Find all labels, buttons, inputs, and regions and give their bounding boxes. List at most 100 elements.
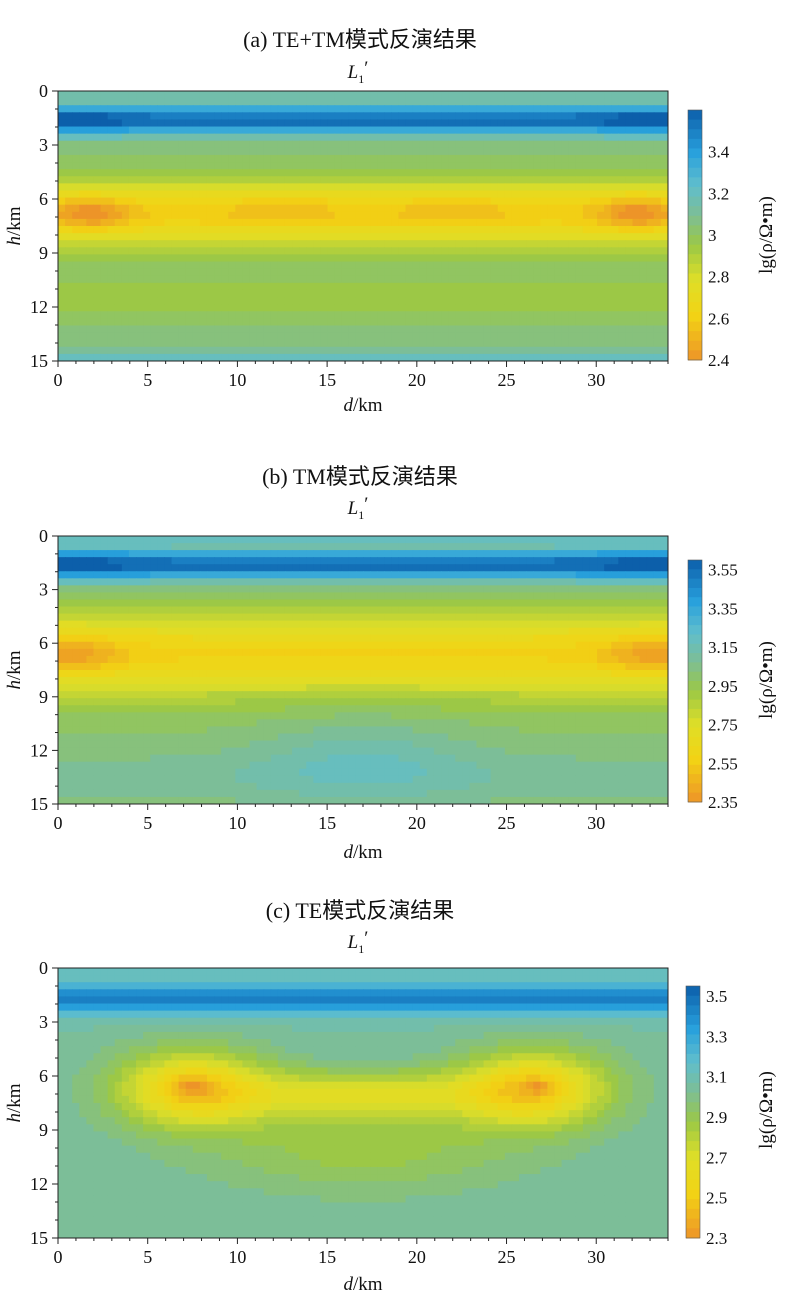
heatmap-cell [533, 311, 541, 319]
heatmap-cell [412, 564, 421, 572]
heatmap-cell [327, 543, 336, 551]
heatmap-cell [86, 247, 95, 256]
heatmap-cell [72, 578, 80, 586]
heatmap-cell [412, 592, 421, 601]
heatmap-cell [363, 197, 371, 206]
heatmap-cell [136, 353, 144, 361]
heatmap-cell [398, 585, 407, 594]
heatmap-cell [582, 311, 591, 319]
heatmap-cell [192, 627, 201, 636]
heatmap-cell [533, 275, 541, 284]
heatmap-cell [292, 98, 300, 106]
heatmap-cell [277, 592, 286, 601]
heatmap-cell [206, 112, 215, 121]
heatmap-cell [214, 557, 222, 565]
heatmap-cell [391, 325, 400, 334]
heatmap-cell [128, 133, 137, 142]
heatmap-cell [540, 620, 549, 629]
heatmap-cell [93, 254, 102, 263]
heatmap-cell [292, 275, 300, 284]
heatmap-cell [504, 289, 513, 298]
heatmap-cell [625, 226, 634, 234]
heatmap-cell [504, 169, 513, 177]
heatmap-cell [660, 571, 668, 579]
heatmap-cell [526, 162, 534, 170]
heatmap-cell [277, 282, 286, 291]
heatmap-cell [384, 211, 392, 220]
heatmap-cell [519, 332, 527, 341]
heatmap-cell [128, 304, 137, 312]
heatmap-cell [334, 606, 343, 615]
heatmap-cell [242, 648, 251, 657]
heatmap-cell [256, 627, 265, 636]
heatmap-cell [263, 571, 272, 579]
heatmap-cell [582, 147, 591, 156]
heatmap-cell [228, 318, 236, 327]
heatmap-cell [597, 154, 605, 163]
heatmap-cell [575, 304, 584, 312]
heatmap-cell [597, 169, 605, 177]
heatmap-cell [72, 169, 80, 177]
heatmap-cell [660, 634, 668, 643]
heatmap-cell [419, 627, 428, 636]
heatmap-cell [114, 140, 123, 149]
heatmap-cell [143, 620, 151, 629]
heatmap-cell [171, 204, 180, 213]
heatmap-cell [249, 585, 258, 594]
heatmap-cell [171, 297, 180, 305]
heatmap-cell [65, 240, 73, 248]
heatmap-cell [540, 543, 549, 551]
heatmap-cell [519, 169, 527, 177]
heatmap-cell [164, 105, 173, 113]
heatmap-cell [199, 662, 208, 671]
heatmap-cell [618, 648, 627, 657]
heatmap-cell [178, 318, 187, 327]
heatmap-cell [221, 282, 229, 291]
heatmap-cell [597, 339, 605, 348]
heatmap-cell [299, 543, 307, 551]
heatmap-cell [462, 634, 470, 643]
heatmap-cell [597, 557, 605, 565]
heatmap-cell [568, 218, 577, 227]
heatmap-cell [65, 112, 73, 121]
heatmap-cell [65, 353, 73, 361]
heatmap-cell [93, 353, 102, 361]
heatmap-cell [384, 233, 392, 241]
heatmap-cell [58, 140, 66, 149]
heatmap-cell [206, 98, 215, 106]
heatmap-cell [143, 578, 151, 586]
heatmap-cell [533, 318, 541, 327]
heatmap-cell [206, 641, 215, 650]
heatmap-cell [363, 297, 371, 305]
heatmap-cell [299, 585, 307, 594]
heatmap-cell [561, 91, 570, 99]
heatmap-cell [639, 655, 648, 664]
heatmap-cell [568, 282, 577, 291]
heatmap-cell [469, 233, 478, 241]
heatmap-cell [228, 592, 236, 601]
heatmap-cell [72, 571, 80, 579]
heatmap-cell [320, 133, 329, 142]
heatmap-cell [65, 599, 73, 608]
heatmap-cell [292, 162, 300, 170]
heatmap-cell [306, 105, 314, 113]
heatmap-cell [632, 599, 641, 608]
heatmap-cell [604, 154, 612, 163]
heatmap-cell [646, 126, 655, 135]
heatmap-cell [206, 557, 215, 565]
heatmap-cell [597, 211, 605, 220]
heatmap-cell [455, 592, 463, 601]
heatmap-cell [235, 353, 244, 361]
heatmap-cell [547, 119, 556, 128]
heatmap-cell [214, 176, 222, 184]
heatmap-cell [441, 599, 449, 608]
heatmap-cell [65, 154, 73, 163]
heatmap-cell [164, 183, 173, 192]
heatmap-cell [114, 311, 123, 319]
x-tick-label: 25 [498, 370, 516, 390]
heatmap-cell [341, 233, 350, 241]
heatmap-cell [611, 154, 619, 163]
heatmap-cell [455, 282, 463, 291]
heatmap-cell [575, 119, 584, 128]
heatmap-cell [582, 233, 591, 241]
